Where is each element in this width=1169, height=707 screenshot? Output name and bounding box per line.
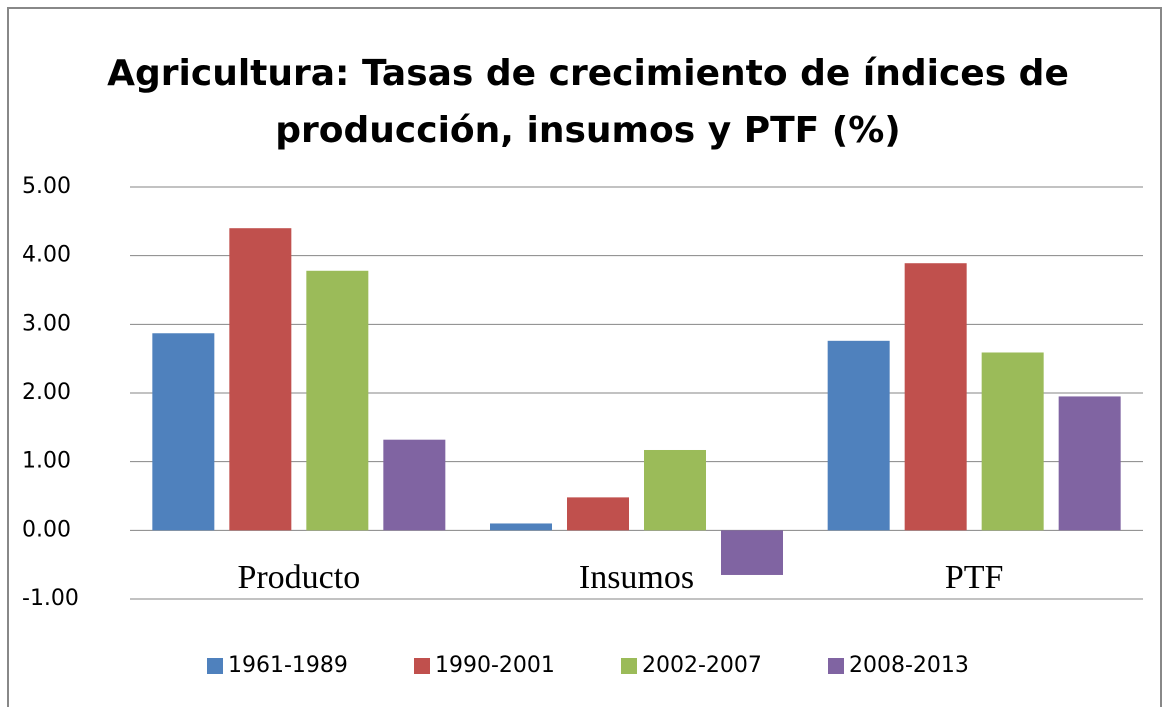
y-tick-label: 4.00 bbox=[22, 243, 71, 268]
bar bbox=[904, 263, 967, 531]
legend-swatch bbox=[207, 658, 223, 674]
bar bbox=[229, 228, 292, 531]
bar bbox=[306, 270, 369, 531]
x-tick-label: PTF bbox=[945, 559, 1004, 596]
legend-swatch bbox=[828, 658, 844, 674]
bar bbox=[1058, 396, 1121, 531]
y-tick-label: 3.00 bbox=[22, 311, 71, 336]
chart-title: Agricultura: Tasas de crecimiento de índ… bbox=[107, 53, 1069, 94]
legend-label: 1961-1989 bbox=[228, 653, 348, 678]
bar bbox=[644, 449, 706, 531]
bar bbox=[490, 523, 552, 531]
bar bbox=[981, 352, 1044, 531]
y-tick-label: 0.00 bbox=[22, 517, 71, 542]
y-tick-label: 5.00 bbox=[22, 174, 71, 199]
legend-swatch bbox=[621, 658, 637, 674]
legend-label: 2002-2007 bbox=[642, 653, 762, 678]
legend-swatch bbox=[414, 658, 430, 674]
bar bbox=[721, 530, 783, 575]
legend-label: 2008-2013 bbox=[849, 653, 969, 678]
legend-label: 1990-2001 bbox=[435, 653, 555, 678]
chart-title: producción, insumos y PTF (%) bbox=[275, 110, 901, 151]
bar bbox=[567, 497, 629, 531]
bar bbox=[827, 340, 890, 531]
y-tick-label: -1.00 bbox=[22, 586, 79, 611]
x-tick-label: Producto bbox=[237, 559, 360, 596]
x-tick-label: Insumos bbox=[579, 559, 694, 596]
bar bbox=[383, 439, 446, 531]
y-tick-label: 2.00 bbox=[22, 380, 71, 405]
bar bbox=[152, 333, 215, 531]
y-tick-label: 1.00 bbox=[22, 449, 71, 474]
